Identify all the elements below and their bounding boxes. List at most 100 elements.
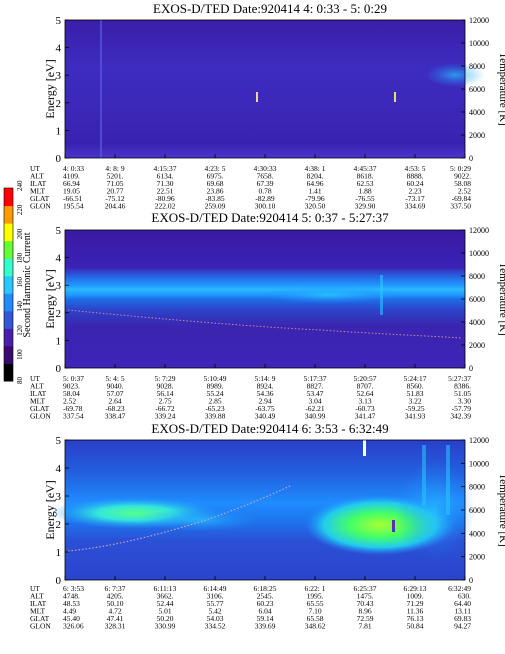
y-right-tick-label: 12000 [469, 16, 489, 25]
table-cell: 67.39 [257, 179, 274, 188]
y-right-tick-label: 12000 [469, 436, 489, 445]
table-cell: 337.54 [63, 412, 84, 421]
table-cell: 11.36 [407, 607, 424, 616]
table-cell: 52.44 [157, 599, 174, 608]
table-row-label: GLON [30, 412, 51, 421]
y-tick-label: 5 [56, 15, 62, 27]
table-cell: 69.83 [454, 614, 471, 623]
y-tick-label: 2 [56, 98, 62, 110]
y-tick-label: 0 [56, 575, 62, 587]
table-cell: 3106. [207, 592, 224, 601]
colorbar-swatch [4, 363, 13, 382]
panel-3: EXOS-D/TED Date:920414 6: 3:53 - 6:32:49… [30, 421, 505, 631]
y-right-tick-label: 6000 [469, 506, 485, 515]
colorbar-swatch [4, 293, 13, 312]
table-cell: 22.51 [157, 187, 174, 196]
table-cell: 7.81 [358, 622, 371, 631]
y-tick-label: 1 [56, 547, 62, 559]
table-cell: 340.99 [305, 412, 326, 421]
colorbar-tick-label: 100 [16, 349, 24, 360]
table-cell: 50.20 [157, 614, 174, 623]
table-cell: -75.12 [105, 194, 125, 203]
table-cell: 6.04 [258, 607, 271, 616]
table-cell: 4:23: 5 [204, 164, 225, 173]
y-tick-label: 3 [56, 491, 62, 503]
table-cell: 58.04 [63, 389, 80, 398]
table-cell: 6134. [157, 172, 174, 181]
table-cell: 341.47 [355, 412, 376, 421]
table-cell: 13.11 [454, 607, 471, 616]
panel-3-heatmap [50, 439, 475, 581]
table-cell: 51.83 [407, 389, 424, 398]
table-cell: -82.89 [255, 194, 275, 203]
colorbar-swatch [4, 205, 13, 224]
table-cell: 222.02 [155, 202, 176, 211]
table-cell: 6: 7:37 [104, 584, 125, 593]
table-cell: 338.47 [105, 412, 126, 421]
table-row-label: GLON [30, 202, 51, 211]
table-cell: 2.52 [458, 187, 471, 196]
table-row-label: ILAT [30, 389, 47, 398]
table-cell: 8924. [257, 382, 274, 391]
table-cell: 8.96 [358, 607, 371, 616]
table-cell: 62.53 [357, 179, 374, 188]
table-row-label: UT [30, 164, 40, 173]
panel-1-heatmap [64, 19, 485, 159]
table-cell: 5.42 [208, 607, 221, 616]
table-cell: 2.94 [258, 397, 271, 406]
table-cell: -57.79 [452, 404, 472, 413]
table-cell: -59.25 [405, 404, 425, 413]
table-cell: -60.73 [355, 404, 375, 413]
table-cell: 5:17:37 [304, 374, 327, 383]
table-cell: 4: 8: 9 [105, 164, 124, 173]
table-cell: 76.13 [407, 614, 424, 623]
table-cell: 204.46 [105, 202, 126, 211]
y-right-tick-label: 4000 [469, 318, 485, 327]
table-cell: 54.36 [257, 389, 274, 398]
panel-3-title: EXOS-D/TED Date:920414 6: 3:53 - 6:32:49 [151, 421, 388, 436]
table-cell: -73.17 [405, 194, 425, 203]
y-tick-label: 1 [56, 335, 62, 347]
y-right-axis-label: Temperature [K] [497, 473, 505, 546]
table-cell: 9040. [107, 382, 124, 391]
table-cell: 50.10 [107, 599, 124, 608]
y-tick-label: 0 [56, 363, 62, 375]
table-row-label: ILAT [30, 599, 47, 608]
table-cell: 3.04 [308, 397, 321, 406]
table-cell: 65.55 [307, 599, 324, 608]
table-cell: 71.30 [157, 179, 174, 188]
table-cell: 2545. [257, 592, 274, 601]
colorbar-swatch [4, 188, 13, 207]
table-cell: 328.31 [105, 622, 126, 631]
table-cell: 341.93 [405, 412, 426, 421]
table-cell: 55.77 [207, 599, 224, 608]
colorbar-label: Second Harmonic Current [22, 232, 33, 337]
table-cell: 3.30 [458, 397, 471, 406]
table-cell: 1.88 [358, 187, 371, 196]
table-cell: 50.84 [407, 622, 424, 631]
table-cell: 6:14:49 [204, 584, 227, 593]
table-cell: -66.51 [63, 194, 83, 203]
table-cell: 334.52 [205, 622, 226, 631]
table-cell: 4:45:37 [354, 164, 377, 173]
table-cell: 4.72 [108, 607, 121, 616]
y-right-tick-label: 0 [469, 364, 473, 373]
table-cell: 1.41 [308, 187, 321, 196]
table-cell: 339.88 [205, 412, 226, 421]
y-tick-label: 3 [56, 280, 62, 292]
table-cell: 2.23 [408, 187, 421, 196]
table-cell: 7.10 [308, 607, 321, 616]
y-tick-label: 4 [56, 463, 62, 475]
y-tick-label: 3 [56, 70, 62, 82]
table-cell: 0.78 [258, 187, 271, 196]
table-cell: 4:30:33 [254, 164, 277, 173]
table-cell: 8989. [207, 382, 224, 391]
table-cell: 320.50 [305, 202, 326, 211]
y-right-tick-label: 12000 [469, 226, 489, 235]
table-cell: 55.24 [207, 389, 224, 398]
table-cell: 6:22: 1 [304, 584, 325, 593]
y-right-tick-label: 8000 [469, 483, 485, 492]
table-cell: 6:11:13 [154, 584, 177, 593]
table-row-label: GLAT [30, 614, 50, 623]
